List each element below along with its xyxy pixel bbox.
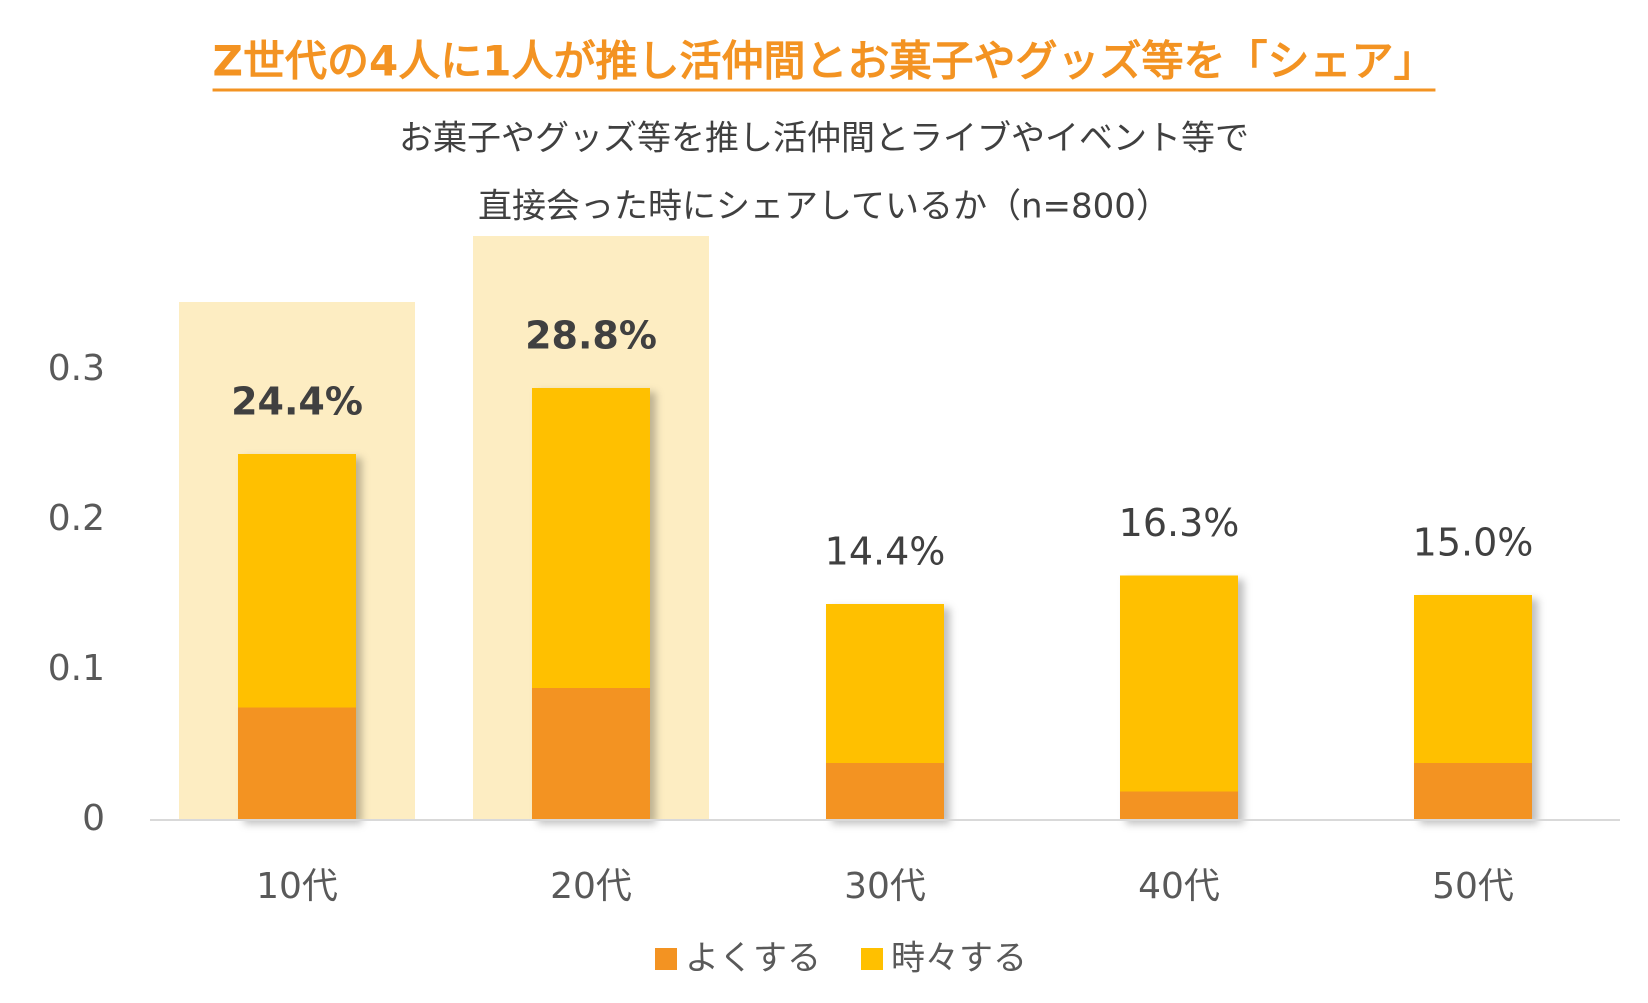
bar-segment [826,763,944,820]
x-tick-label: 20代 [550,866,632,907]
bar-segment [826,604,944,763]
bar-stack [1120,575,1238,820]
total-label: 16.3% [1119,501,1240,545]
bar-segment [1414,595,1532,763]
y-tick-label: 0.2 [48,498,105,539]
x-tick-label: 10代 [256,866,338,907]
bar-stack [532,388,650,820]
legend-swatch [655,948,677,970]
x-tick-label: 30代 [844,866,926,907]
bar-segment [1120,791,1238,820]
y-tick-label: 0.3 [48,348,105,389]
y-tick-label: 0.1 [48,648,105,689]
bar-stack [1414,595,1532,820]
chart-subtitle: お菓子やグッズ等を推し活仲間とライブやイベント等で [399,119,1249,159]
bar-stack [238,454,356,820]
y-tick-label: 0 [82,798,105,839]
x-tick-label: 40代 [1138,866,1220,907]
legend-label: よくする [685,939,821,979]
total-label: 24.4% [231,380,363,424]
bar-segment [238,454,356,708]
x-tick-label: 50代 [1432,866,1514,907]
bar-segment [1120,575,1238,792]
legend-swatch [861,948,883,970]
bar-segment [532,388,650,688]
chart-title: Z世代の4人に1人が推し活仲間とお菓子やグッズ等を「シェア」 [213,37,1436,86]
bar-segment [238,707,356,820]
bar-stack [826,604,944,820]
legend-label: 時々する [891,939,1027,979]
total-label: 15.0% [1413,521,1534,565]
bar-segment [532,688,650,820]
total-label: 28.8% [525,314,657,358]
total-label: 14.4% [825,530,946,574]
chart-subtitle: 直接会った時にシェアしているか（n=800） [478,187,1170,227]
bar-segment [1414,763,1532,820]
